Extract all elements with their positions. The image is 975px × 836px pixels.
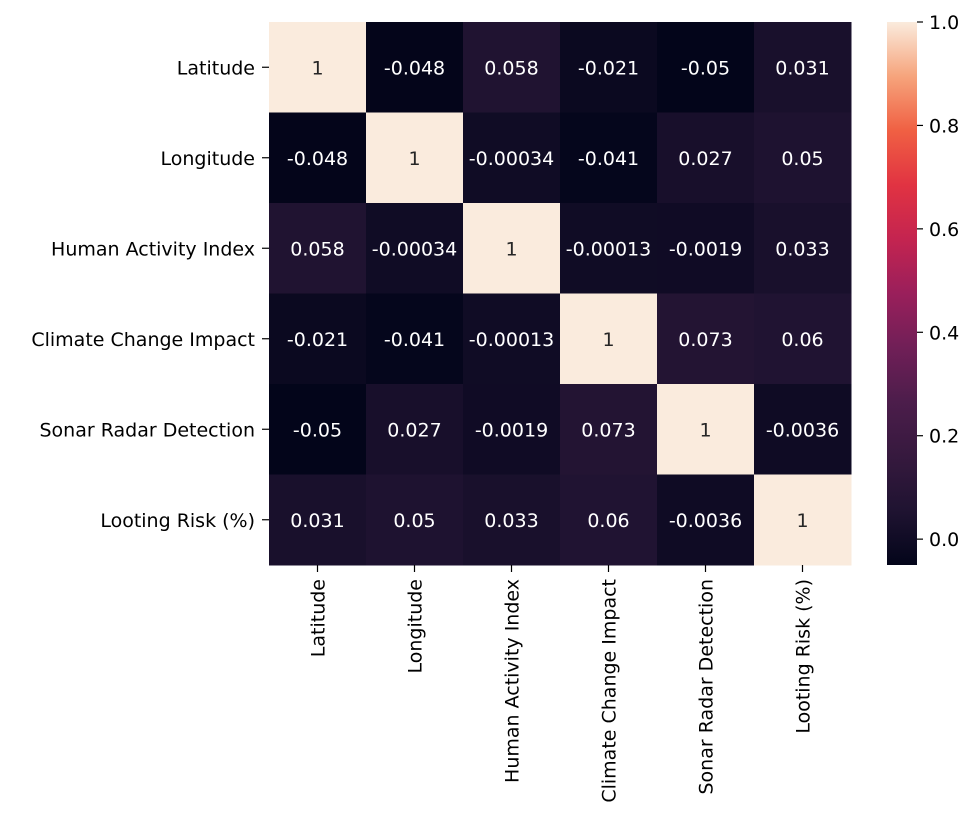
x-tick-label: Longitude [405,579,427,674]
heatmap-cell [754,112,852,204]
cell-value-label: 1 [311,57,323,79]
cell-value-label: -0.0036 [669,510,742,532]
colorbar [887,22,917,565]
heatmap-cell [560,384,658,475]
cell-value-label: 0.033 [484,510,538,532]
y-tick-label: Climate Change Impact [31,329,255,351]
colorbar-tick-label: 1.0 [929,12,959,34]
heatmap-cell [366,474,464,566]
heatmap-cell [269,203,367,294]
cell-value-label: 0.06 [781,329,823,351]
heatmap-cell [366,22,464,113]
heatmap-cell [560,203,658,294]
x-tick-label: Latitude [308,579,330,657]
colorbar-tick-label: 0.6 [929,219,959,241]
heatmap-cell [657,474,755,566]
heatmap-cell [269,384,367,475]
heatmap-cell [560,474,658,566]
cell-value-label: -0.00013 [566,238,651,260]
heatmap-cell [463,203,561,294]
cell-value-label: 0.073 [581,419,635,441]
cell-value-label: 0.05 [393,510,435,532]
heatmap-cell [560,112,658,204]
heatmap-cell [366,293,464,385]
cell-value-label: -0.00034 [372,238,457,260]
colorbar-tick-label: 0.2 [929,426,959,448]
cell-value-label: 0.058 [484,57,538,79]
x-tick-label: Climate Change Impact [599,579,621,803]
y-tick-label: Longitude [161,148,256,170]
cell-value-label: 0.027 [387,419,441,441]
y-tick-label: Human Activity Index [51,238,255,260]
x-tick-label: Human Activity Index [502,579,524,783]
cell-value-label: -0.00034 [469,148,554,170]
heatmap-cell [657,293,755,385]
y-tick-label: Sonar Radar Detection [39,419,255,441]
heatmap-cell [366,384,464,475]
colorbar-tick-label: 0.8 [929,115,959,137]
heatmap-cell [269,293,367,385]
cell-value-label: 0.073 [678,329,732,351]
heatmap-cell [463,293,561,385]
cell-value-label: -0.021 [287,329,348,351]
cell-value-label: 0.05 [781,148,823,170]
cell-value-label: -0.041 [578,148,639,170]
colorbar-tick-label: 0.0 [929,529,959,551]
cell-value-label: 1 [796,510,808,532]
cell-value-label: -0.00013 [469,329,554,351]
x-tick-label: Looting Risk (%) [793,579,815,734]
heatmap-cell [269,112,367,204]
cell-value-label: -0.041 [384,329,445,351]
cell-value-label: -0.05 [681,57,730,79]
y-tick-label: Looting Risk (%) [100,510,255,532]
heatmap-cell [754,203,852,294]
heatmap-cell [657,203,755,294]
heatmap-cell [366,112,464,204]
cell-value-label: 1 [602,329,614,351]
cell-value-label: 1 [699,419,711,441]
heatmap-cell [269,22,367,113]
y-tick-label: Latitude [177,57,255,79]
cell-value-label: -0.021 [578,57,639,79]
heatmap-cell [560,22,658,113]
heatmap-cell [657,384,755,475]
cell-value-label: -0.0036 [766,419,839,441]
cell-value-label: 0.031 [775,57,829,79]
heatmap-cell [657,112,755,204]
heatmap-cell [754,474,852,566]
heatmap-cell [463,384,561,475]
cell-value-label: 0.033 [775,238,829,260]
cell-value-label: -0.048 [287,148,348,170]
colorbar-tick-label: 0.4 [929,322,959,344]
cell-value-label: -0.05 [293,419,342,441]
cell-value-label: 0.027 [678,148,732,170]
cell-value-label: -0.0019 [475,419,548,441]
heatmap-cell [463,22,561,113]
heatmap-cell [754,293,852,385]
heatmap-cell [269,474,367,566]
heatmap-cell [463,112,561,204]
heatmap-cell [560,293,658,385]
cell-value-label: 1 [408,148,420,170]
heatmap-cell [754,22,852,113]
cell-value-label: -0.0019 [669,238,742,260]
cell-value-label: -0.048 [384,57,445,79]
cell-value-label: 0.058 [290,238,344,260]
cell-value-label: 1 [505,238,517,260]
cell-value-label: 0.031 [290,510,344,532]
cell-value-label: 0.06 [587,510,629,532]
heatmap-cell [754,384,852,475]
heatmap-cell [366,203,464,294]
x-tick-label: Sonar Radar Detection [696,579,718,795]
heatmap-cell [463,474,561,566]
heatmap-cell [657,22,755,113]
